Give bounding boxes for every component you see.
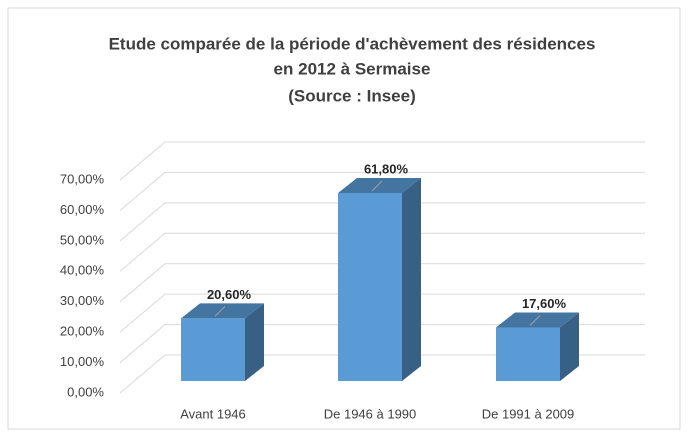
grid-line bbox=[119, 232, 645, 272]
x-tick-label: De 1946 à 1990 bbox=[324, 406, 417, 421]
grid-line bbox=[119, 324, 645, 363]
grid-line bbox=[119, 263, 645, 303]
leader-line bbox=[214, 305, 226, 317]
x-tick-label: Avant 1946 bbox=[180, 406, 246, 421]
chart-title: Etude comparée de la période d'achèvemen… bbox=[109, 34, 596, 53]
grid-line bbox=[119, 171, 645, 211]
bar-top bbox=[496, 312, 579, 328]
x-tick-label: De 1991 à 2009 bbox=[482, 406, 575, 421]
y-tick-label: 0,00% bbox=[67, 384, 104, 399]
y-tick-label: 40,00% bbox=[60, 263, 105, 278]
bar bbox=[496, 312, 579, 381]
bar-front bbox=[181, 318, 245, 381]
y-tick-label: 30,00% bbox=[60, 293, 105, 308]
y-tick-label: 20,00% bbox=[60, 324, 105, 339]
bar-side bbox=[245, 303, 264, 381]
y-tick-label: 50,00% bbox=[60, 232, 105, 247]
bar bbox=[338, 177, 421, 381]
grid-line bbox=[119, 141, 645, 181]
grid-line bbox=[119, 293, 645, 333]
value-label: 61,80% bbox=[364, 161, 409, 176]
bar-side bbox=[402, 177, 421, 381]
bar-front bbox=[496, 327, 560, 381]
grid-line bbox=[119, 354, 645, 394]
value-label: 20,60% bbox=[207, 287, 252, 302]
y-tick-label: 60,00% bbox=[60, 202, 105, 217]
bar-top bbox=[181, 303, 264, 319]
y-tick-label: 10,00% bbox=[60, 354, 105, 369]
leader-line bbox=[371, 180, 383, 192]
value-label: 17,60% bbox=[522, 296, 567, 311]
bar-front bbox=[338, 192, 402, 381]
bar-top bbox=[338, 177, 421, 193]
y-tick-label: 70,00% bbox=[60, 171, 105, 186]
chart-title: (Source : Insee) bbox=[288, 86, 416, 105]
bar-side bbox=[560, 312, 579, 381]
grid-line bbox=[119, 202, 645, 242]
bar bbox=[181, 303, 264, 381]
chart-title: en 2012 à Sermaise bbox=[274, 59, 431, 78]
leader-line bbox=[529, 315, 541, 326]
